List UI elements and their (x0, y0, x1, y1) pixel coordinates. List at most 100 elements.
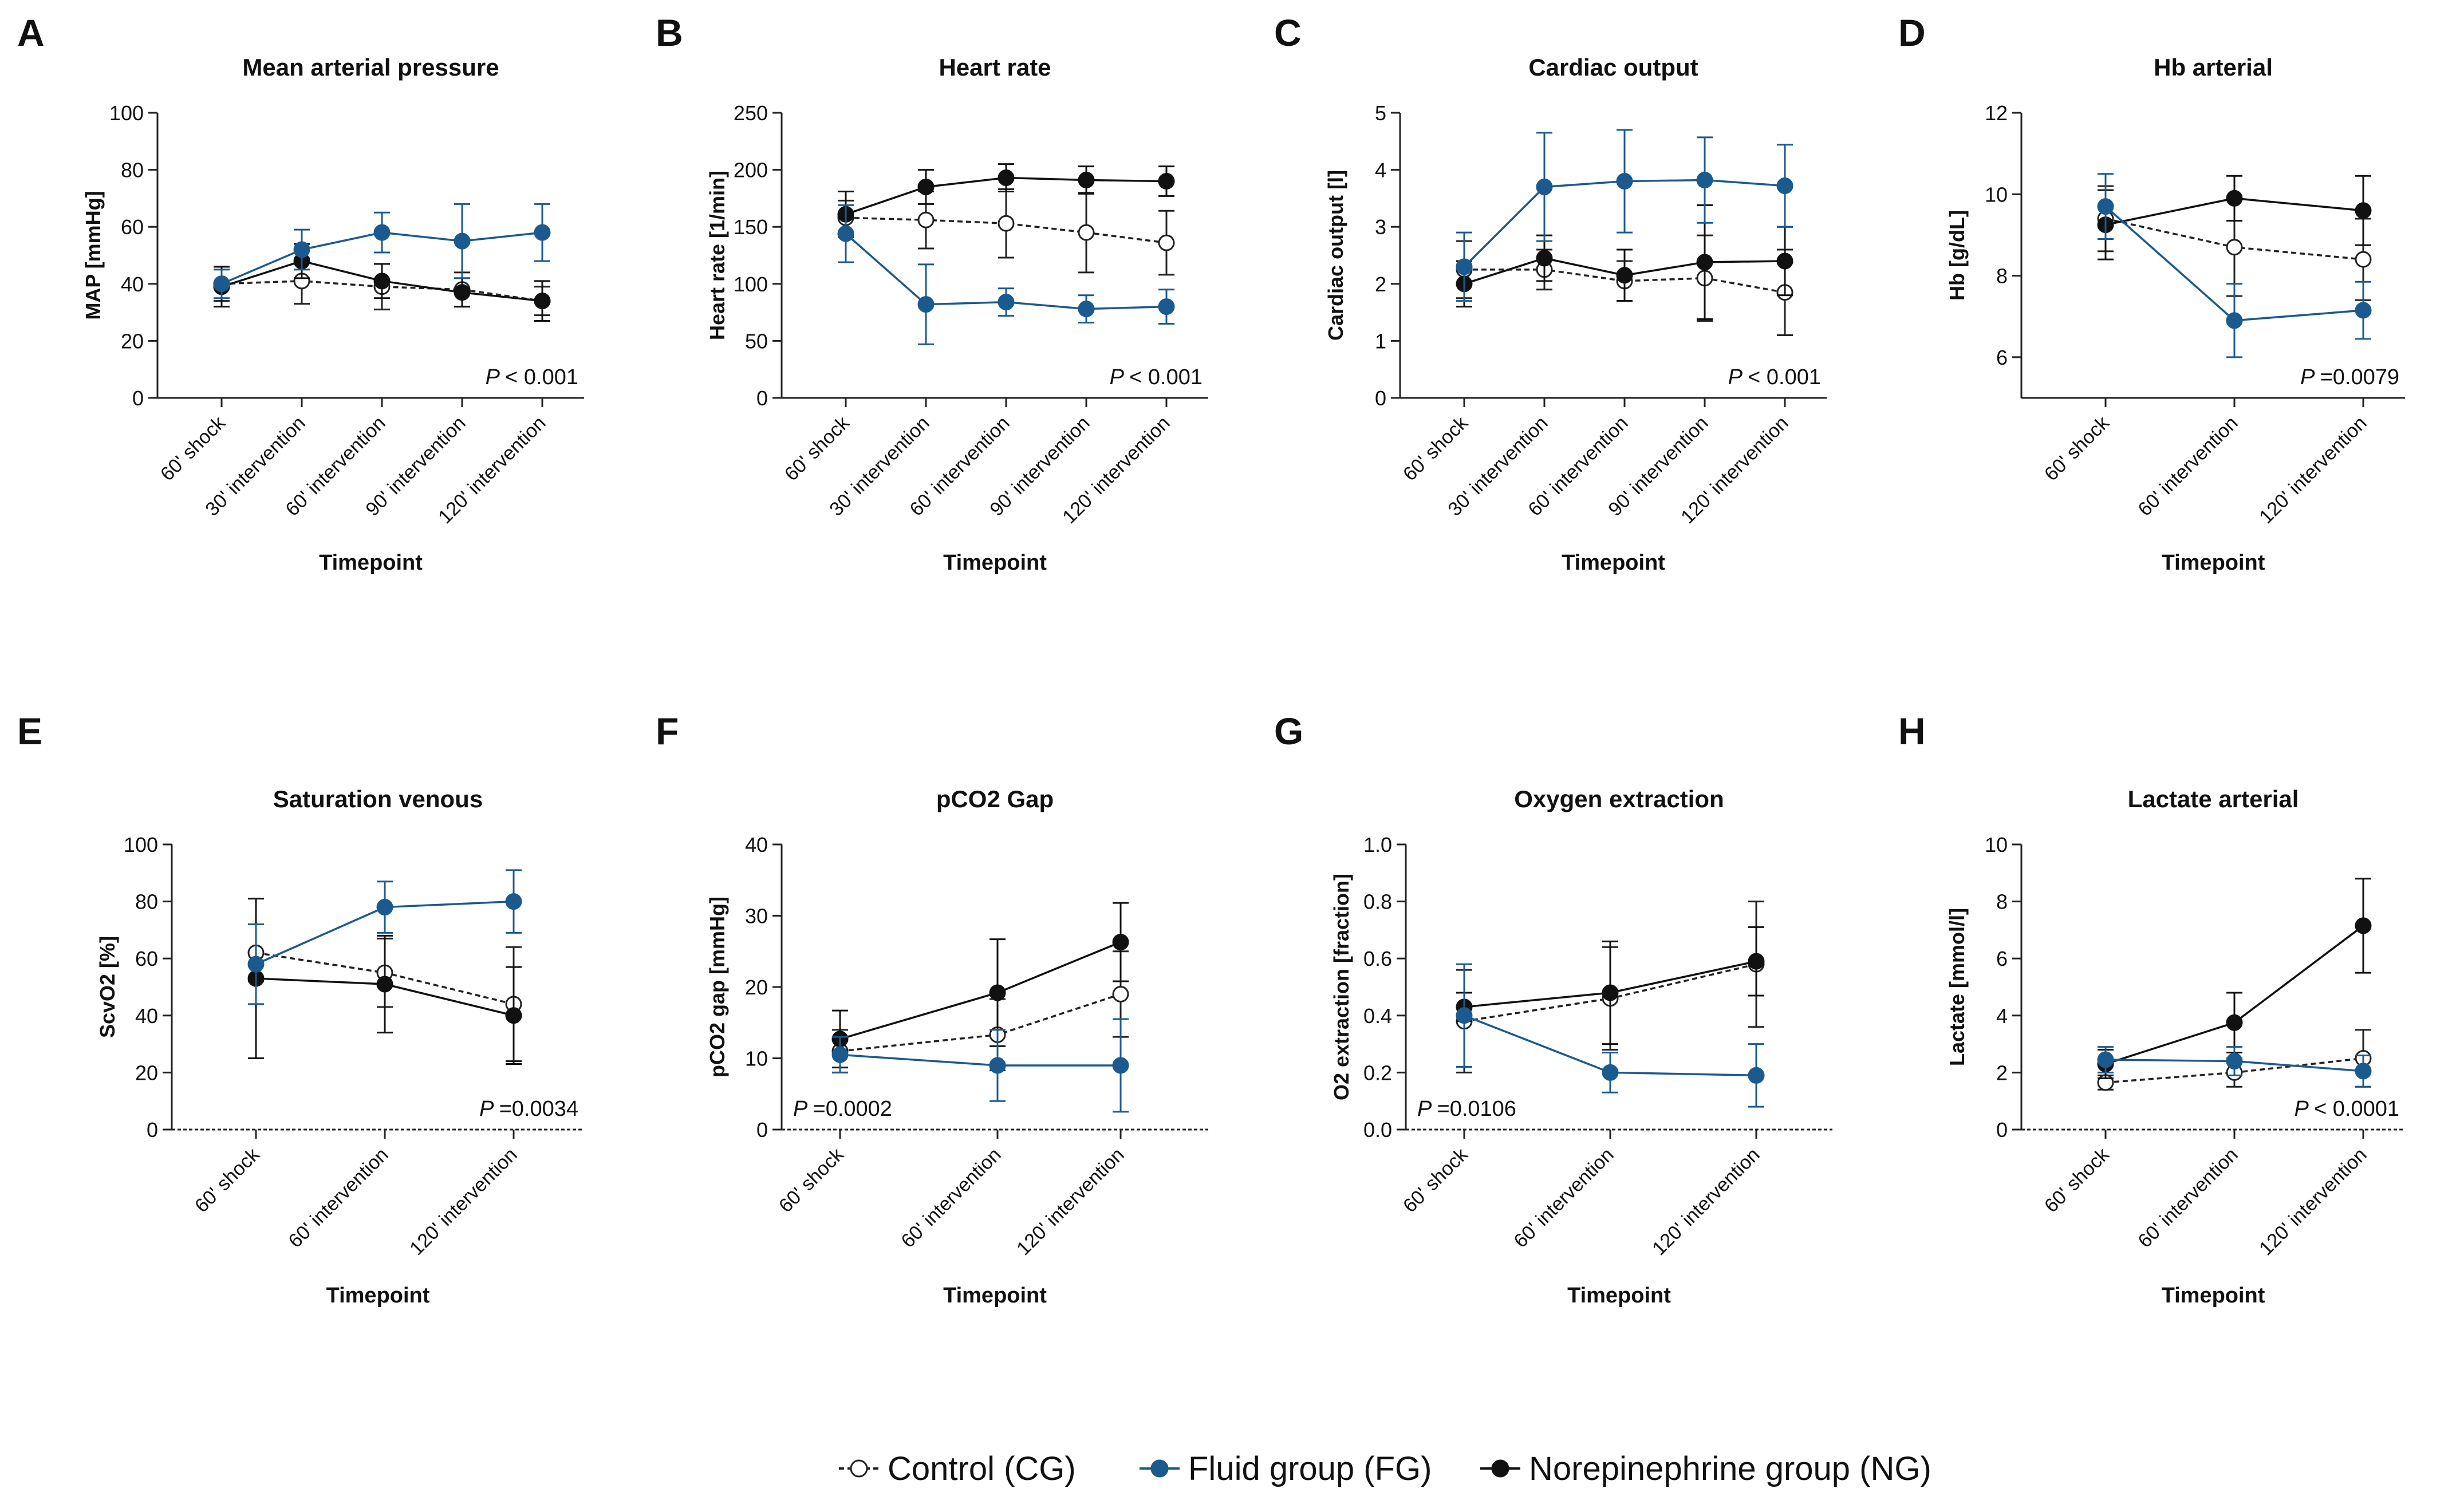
legend-item-control: Control (CG) (839, 1450, 1076, 1487)
x-tick-label: 60' shock (775, 1143, 848, 1217)
panel-letter: H (1898, 710, 1926, 752)
y-tick-label: 1 (1375, 329, 1386, 353)
y-tick-label: 40 (135, 1004, 158, 1028)
y-tick-label: 6 (1996, 947, 2008, 970)
y-tick-label: 200 (734, 159, 768, 182)
y-tick-label: 50 (745, 329, 768, 353)
panel-letter: D (1898, 11, 1926, 54)
chart-title: Lactate arterial (2128, 785, 2299, 812)
data-point (1696, 172, 1713, 189)
y-tick-label: 1.0 (1363, 833, 1392, 856)
series-fluid (247, 869, 522, 1005)
x-axis-label: Timepoint (943, 551, 1047, 575)
y-tick-label: 10 (1985, 833, 2008, 856)
data-point (1748, 1067, 1765, 1084)
data-point (917, 296, 935, 313)
y-tick-label: 10 (745, 1047, 768, 1071)
series-fluid (2097, 173, 2372, 358)
p-value: P =0.0079 (2300, 365, 2399, 389)
p-value-text: =0.0106 (1437, 1097, 1516, 1121)
panel-letter: A (17, 11, 45, 54)
y-tick-label: 0 (756, 1118, 768, 1142)
y-tick-label: 0.0 (1363, 1118, 1392, 1142)
data-point (989, 1057, 1006, 1074)
data-point (2226, 1014, 2243, 1031)
x-tick-label: 60' shock (1399, 1143, 1472, 1217)
p-value-text: =0.0079 (2320, 365, 2399, 389)
data-point (1776, 177, 1793, 194)
x-axis-label: Timepoint (1562, 551, 1665, 575)
p-value-symbol: P (2295, 1097, 2315, 1121)
x-tick-label: 60' intervention (2134, 412, 2242, 520)
legend-marker (1150, 1459, 1169, 1478)
y-tick-label: 80 (135, 890, 158, 914)
y-tick-label: 100 (109, 101, 144, 125)
y-tick-label: 80 (121, 159, 144, 182)
x-tick-label: 60' intervention (2134, 1144, 2242, 1252)
y-tick-label: 0 (147, 1118, 158, 1142)
y-tick-label: 20 (135, 1061, 158, 1084)
y-tick-label: 0.6 (1363, 947, 1392, 970)
data-point (989, 984, 1006, 1001)
y-tick-label: 0 (1996, 1118, 2008, 1142)
p-value: P < 0.001 (1728, 365, 1821, 389)
p-value-symbol: P (486, 365, 506, 389)
p-value-symbol: P (1417, 1097, 1437, 1121)
p-value-symbol: P (1728, 365, 1748, 389)
panel-letter: C (1274, 11, 1302, 54)
panel-e: E Saturation venous 0 20 40 60 80 100 ScvO2 [%] 6… (17, 710, 584, 1308)
data-point (1748, 953, 1765, 970)
data-point (247, 956, 265, 973)
p-value: P < 0.0001 (2295, 1097, 2399, 1121)
series-fluid (1456, 129, 1793, 302)
data-point (376, 976, 393, 993)
data-point (213, 275, 230, 293)
p-value: P < 0.001 (1110, 365, 1203, 389)
y-tick-label: 4 (1375, 159, 1386, 182)
panel-a: A Mean arterial pressure 0 20 40 60 80 100 MAP [… (17, 11, 584, 575)
series-line (839, 941, 1121, 1040)
series-control (831, 950, 1129, 1073)
data-point (534, 224, 551, 241)
y-tick-label: 5 (1375, 101, 1386, 125)
data-point (454, 284, 471, 301)
data-point (373, 224, 391, 241)
p-value-text: < 0.001 (505, 365, 578, 389)
data-point (454, 232, 471, 250)
data-point (505, 1007, 522, 1024)
y-tick-label: 100 (124, 833, 158, 856)
data-point (2097, 198, 2114, 215)
x-tick-label: 60' intervention (284, 1144, 392, 1252)
data-point (1078, 224, 1095, 241)
y-tick-label: 40 (745, 833, 768, 856)
data-point (1158, 234, 1175, 251)
data-point (1776, 252, 1793, 270)
data-point (2355, 251, 2372, 268)
y-tick-label: 4 (1996, 1004, 2008, 1028)
panel-letter: F (656, 710, 679, 752)
panel-g: G Oxygen extraction 0.0 0.2 0.4 0.6 0.8 1.0 O2 e… (1274, 710, 1832, 1308)
series-norepinephrine (1456, 926, 1765, 1045)
data-point (2355, 302, 2372, 319)
chart-title: Mean arterial pressure (242, 54, 499, 81)
x-tick-label: 120' intervention (405, 1144, 522, 1260)
data-point (1112, 985, 1129, 1002)
y-axis-label: Heart rate [1/min] (705, 171, 729, 340)
x-tick-label: 60' shock (191, 1143, 264, 1217)
chart-title: Saturation venous (273, 785, 483, 812)
series-line (221, 280, 543, 302)
data-point (293, 241, 310, 258)
x-tick-label: 60' shock (1399, 412, 1472, 485)
y-tick-label: 40 (121, 273, 144, 296)
series-line (839, 1053, 1121, 1067)
chart-title: Heart rate (939, 54, 1051, 81)
panel-letter: B (656, 11, 683, 54)
data-point (373, 273, 391, 290)
x-tick-label: 120' intervention (1648, 1144, 1764, 1260)
data-point (1078, 301, 1095, 318)
legend-label: Control (CG) (888, 1450, 1076, 1487)
panel-letter: G (1274, 710, 1303, 752)
data-point (2097, 1051, 2114, 1068)
